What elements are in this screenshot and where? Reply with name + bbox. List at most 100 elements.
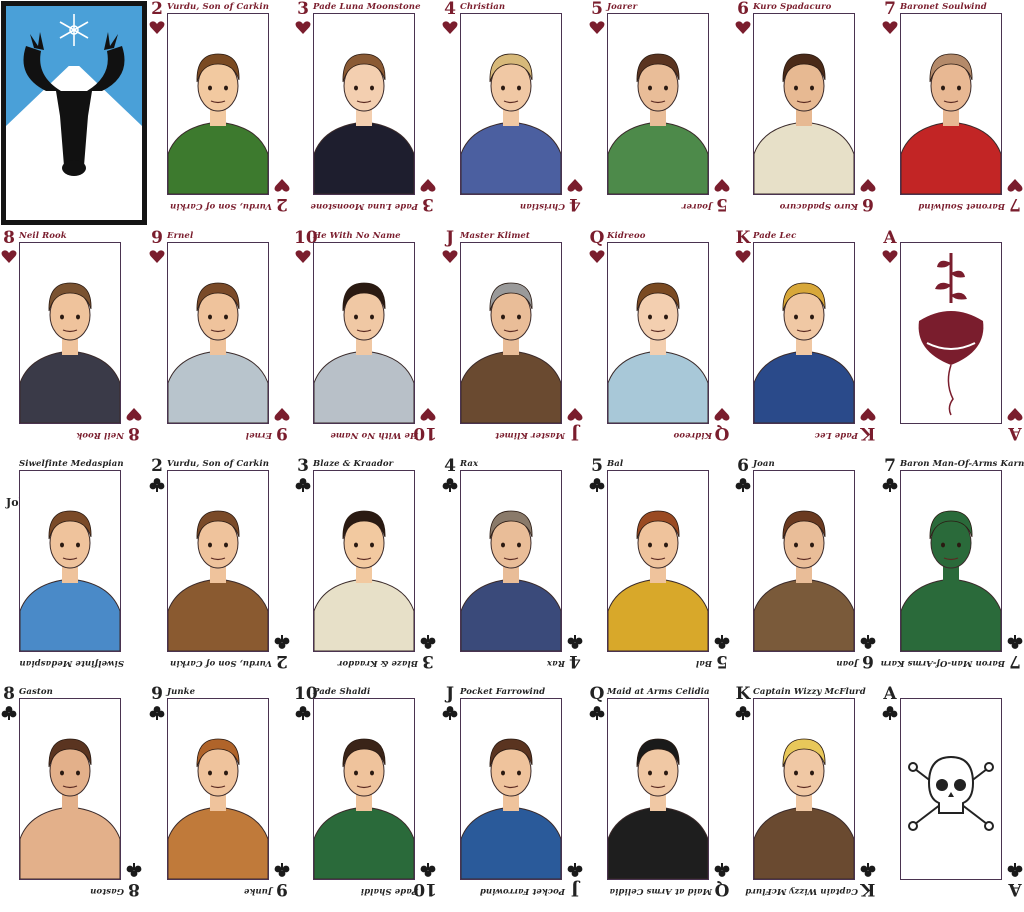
club-suit-icon bbox=[882, 706, 898, 720]
card-index-bottom: Q Kidreoo bbox=[588, 402, 731, 443]
card-title-bottom: Kidreoo bbox=[673, 430, 713, 440]
card-frame bbox=[900, 470, 1002, 652]
card-frame bbox=[753, 242, 855, 424]
character-portrait bbox=[168, 699, 268, 879]
club-suit-icon bbox=[1, 706, 17, 720]
card-rank: A bbox=[883, 228, 897, 248]
playing-card[interactable]: 5 Bal 5 Bal bbox=[588, 457, 731, 671]
heart-suit-icon bbox=[126, 408, 142, 421]
character-portrait bbox=[754, 699, 854, 879]
card-frame bbox=[167, 470, 269, 652]
card-index-bottom: 10 Pade Shaldi bbox=[294, 858, 437, 899]
playing-card[interactable]: 4 Rax 4 Rax bbox=[441, 457, 584, 671]
playing-card[interactable]: 10 Pade Shaldi 10 Pade Shaldi bbox=[294, 685, 437, 899]
playing-card[interactable]: 6 Joan 6 Joan bbox=[734, 457, 877, 671]
card-title: Kuro Spadacuro bbox=[753, 2, 832, 12]
card-frame bbox=[753, 698, 855, 880]
playing-card[interactable]: J Pocket Farrowind J Pocket Farrowind bbox=[441, 685, 584, 899]
joker-label: Joker bbox=[6, 497, 39, 508]
playing-card[interactable]: 5 Joarer 5 Joarer bbox=[588, 0, 731, 214]
card-frame bbox=[900, 698, 1002, 880]
card-rank: 7 bbox=[884, 0, 896, 19]
card-frame bbox=[607, 13, 709, 195]
character-portrait bbox=[754, 243, 854, 423]
card-title: Joan bbox=[753, 459, 775, 469]
card-rank-bottom: 8 bbox=[128, 879, 140, 899]
card-title: Baron Man-Of-Arms Karn bbox=[900, 459, 1024, 469]
playing-card[interactable]: 7 Baronet Soulwind 7 Baronet Soulwind bbox=[881, 0, 1024, 214]
heart-suit-icon bbox=[274, 408, 290, 421]
card-rank-bottom: 10 bbox=[413, 423, 437, 443]
card-rank-bottom: 9 bbox=[276, 879, 288, 899]
card-title-bottom: Neil Rook bbox=[76, 430, 124, 440]
moose-emblem-icon bbox=[6, 6, 142, 220]
club-suit-icon bbox=[1007, 635, 1023, 649]
club-suit-icon bbox=[295, 706, 311, 720]
card-title: Pade Lec bbox=[753, 231, 797, 241]
card-title-bottom: Vurdu, Son of Carkin bbox=[169, 658, 272, 668]
playing-card[interactable]: 8 Neil Rook 8 Neil Rook bbox=[0, 229, 143, 443]
club-suit-icon bbox=[860, 635, 876, 649]
heart-suit-icon bbox=[714, 179, 730, 192]
card-frame bbox=[460, 242, 562, 424]
card-rank-bottom: 7 bbox=[1009, 194, 1021, 214]
club-suit-icon bbox=[1007, 863, 1023, 877]
playing-card[interactable]: 7 Baron Man-Of-Arms Karn 7 Baron Man-Of-A… bbox=[880, 456, 1024, 671]
playing-card[interactable]: Q Maid at Arms Celidia Q Maid at Arms Cel… bbox=[588, 684, 731, 899]
card-title-bottom: Pade Luna Moonstone bbox=[310, 201, 418, 211]
playing-card[interactable]: 9 Junke 9 Junke bbox=[148, 685, 291, 899]
card-index-bottom: K Pade Lec bbox=[734, 402, 877, 443]
playing-card[interactable]: A A bbox=[881, 685, 1024, 899]
card-rank: 2 bbox=[151, 456, 163, 476]
card-title-bottom: Vurdu, Son of Carkin bbox=[169, 201, 272, 211]
playing-card[interactable]: 3 Pade Luna Moonstone 3 Pade Luna Moonsto… bbox=[294, 0, 437, 214]
cover-art: Felfrost by Markie Des-anna & Sephine Ro… bbox=[6, 6, 142, 220]
card-index-bottom: J Pocket Farrowind bbox=[441, 858, 584, 899]
card-rank: 8 bbox=[3, 684, 15, 704]
card-index-bottom: 3 Blaze & Kraador bbox=[294, 630, 437, 671]
card-rank-bottom: 8 bbox=[128, 423, 140, 443]
card-rank-bottom: J bbox=[570, 423, 580, 443]
playing-card[interactable]: K Pade Lec K Pade Lec bbox=[734, 228, 877, 443]
card-title: Captain Wizzy McFlurd bbox=[753, 687, 866, 697]
playing-card[interactable]: K Captain Wizzy McFlurd K Captain Wizzy M… bbox=[734, 685, 877, 899]
playing-card[interactable]: Siwelfinte Medaspian Joker Siwelfinte Med… bbox=[0, 457, 143, 670]
club-suit-icon bbox=[274, 635, 290, 649]
card-title-bottom: Maid at Arms Celidia bbox=[609, 886, 712, 896]
character-portrait bbox=[608, 699, 708, 879]
playing-card[interactable]: Q Kidreoo Q Kidreoo bbox=[588, 229, 731, 443]
playing-card[interactable]: 3 Blaze & Kraador 3 Blaze & Kraador bbox=[294, 456, 437, 671]
character-portrait bbox=[314, 471, 414, 651]
card-frame bbox=[313, 470, 415, 652]
club-suit-icon bbox=[420, 635, 436, 649]
card-title-bottom: Baron Man-Of-Arms Karn bbox=[880, 658, 1005, 668]
card-title-bottom: Pade Lec bbox=[814, 430, 858, 440]
playing-card[interactable]: 8 Gaston 8 Gaston bbox=[0, 684, 143, 899]
playing-card[interactable]: 6 Kuro Spadacuro 6 Kuro Spadacuro bbox=[734, 0, 877, 214]
card-index-bottom: Q Maid at Arms Celidia bbox=[588, 858, 731, 899]
card-rank: Q bbox=[589, 684, 605, 704]
card-rank: K bbox=[735, 228, 751, 248]
card-rank: 3 bbox=[297, 456, 309, 476]
card-index-bottom: J Master Klimet bbox=[441, 402, 584, 443]
card-index-bottom: 8 Neil Rook bbox=[0, 402, 143, 443]
playing-card[interactable]: 2 Vurdu, Son of Carkin 2 Vurdu, Son of Ca… bbox=[148, 0, 291, 214]
playing-card[interactable]: A A bbox=[881, 228, 1024, 443]
character-portrait bbox=[901, 14, 1001, 194]
card-title: Blaze & Kraador bbox=[313, 459, 394, 469]
club-suit-icon bbox=[274, 863, 290, 877]
card-rank: 7 bbox=[884, 456, 896, 476]
card-title-bottom: Bal bbox=[695, 658, 712, 668]
playing-card[interactable]: 9 Ernel 9 Ernel bbox=[148, 229, 291, 443]
card-index-bottom: 2 Vurdu, Son of Carkin bbox=[148, 173, 291, 214]
card-title: Ernel bbox=[167, 231, 194, 241]
character-portrait bbox=[168, 471, 268, 651]
card-title: Gaston bbox=[19, 687, 53, 697]
cover-credit: by Markie Des-anna & Sephine Rook bbox=[16, 211, 119, 217]
skull-crossbones-icon bbox=[908, 755, 994, 831]
playing-card[interactable]: J Master Klimet J Master Klimet bbox=[441, 229, 584, 443]
card-rank-bottom: 7 bbox=[1009, 651, 1021, 671]
playing-card[interactable]: 2 Vurdu, Son of Carkin 2 Vurdu, Son of Ca… bbox=[148, 456, 291, 671]
playing-card[interactable]: 4 Christian 4 Christian bbox=[441, 0, 584, 214]
playing-card[interactable]: 10 He With No Name 10 He With No Name bbox=[294, 229, 437, 443]
